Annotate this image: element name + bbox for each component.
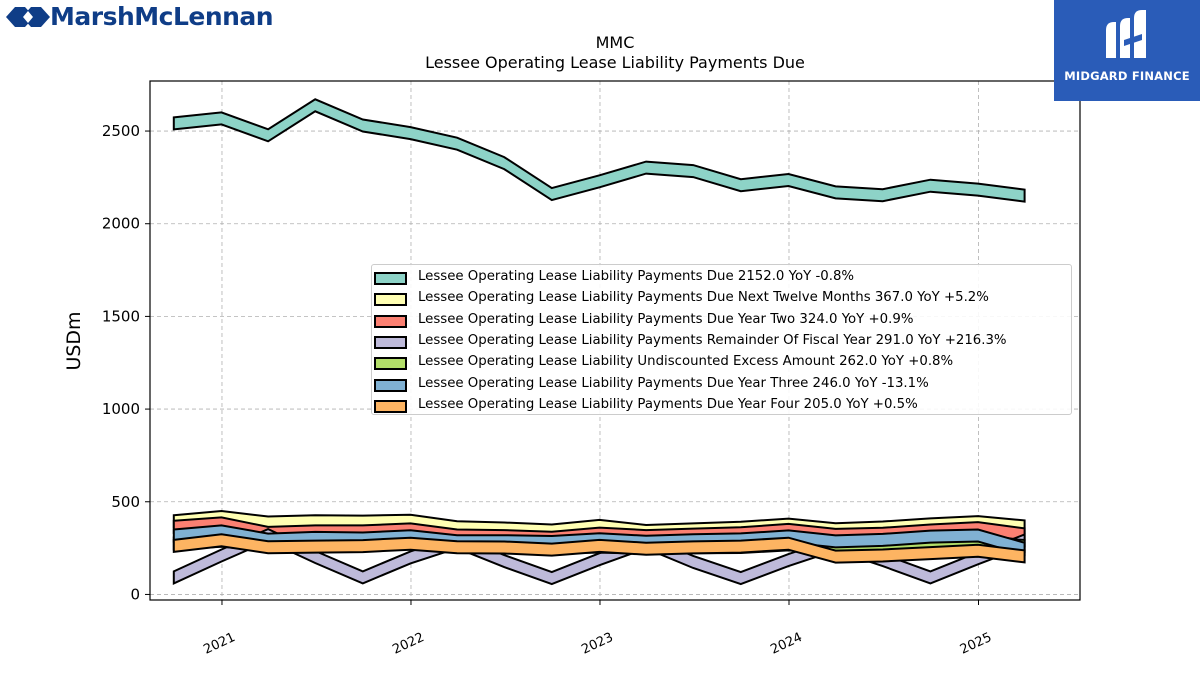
legend-swatch [374, 357, 407, 371]
chart-subtitle: Lessee Operating Lease Liability Payment… [425, 53, 805, 72]
legend-label: Lessee Operating Lease Liability Payment… [418, 269, 855, 284]
chart-title: MMC [596, 33, 635, 52]
brand-logo: MarshMcLennan [6, 2, 274, 31]
midgard-badge: MIDGARD FINANCE [1054, 0, 1200, 101]
legend-swatch [374, 272, 407, 285]
x-tick-label: 2024 [768, 630, 804, 658]
x-tick-label: 2021 [201, 630, 237, 658]
x-tick-label: 2022 [390, 630, 426, 658]
x-tick-label: 2023 [579, 630, 615, 658]
x-tick-label: 2025 [958, 630, 994, 658]
brand-name: MarshMcLennan [50, 2, 274, 31]
legend-label: Lessee Operating Lease Liability Payment… [418, 290, 989, 306]
legend-swatch [374, 399, 407, 413]
chart-legend: Lessee Operating Lease Liability Payment… [371, 264, 1072, 415]
badge-label: MIDGARD FINANCE [1064, 69, 1190, 83]
y-tick-label: 0 [130, 585, 140, 603]
legend-swatch [374, 335, 407, 349]
y-tick-label: 2000 [102, 215, 140, 233]
y-tick-label: 1500 [102, 307, 140, 325]
legend-swatch [374, 293, 407, 307]
y-tick-label: 500 [111, 493, 140, 511]
series-layer [172, 98, 1026, 586]
legend-label: Lessee Operating Lease Liability Payment… [418, 332, 1007, 348]
series-band [172, 533, 1026, 564]
legend-label: Lessee Operating Lease Liability Payment… [418, 311, 914, 327]
y-tick-label: 1000 [102, 400, 140, 418]
legend-label: Lessee Operating Lease Liability Payment… [418, 375, 929, 391]
legend-swatch [374, 378, 407, 392]
y-tick-label: 2500 [102, 122, 140, 140]
marsh-logo-icon [6, 6, 50, 27]
plot-frame [149, 80, 1081, 601]
legend-label: Lessee Operating Lease Liability Undisco… [418, 354, 954, 370]
legend-label: Lessee Operating Lease Liability Payment… [418, 396, 918, 412]
legend-swatch [374, 314, 407, 328]
series-band [172, 98, 1026, 203]
midgard-logo-icon [1106, 10, 1146, 58]
y-axis-label: USDm [63, 311, 85, 370]
